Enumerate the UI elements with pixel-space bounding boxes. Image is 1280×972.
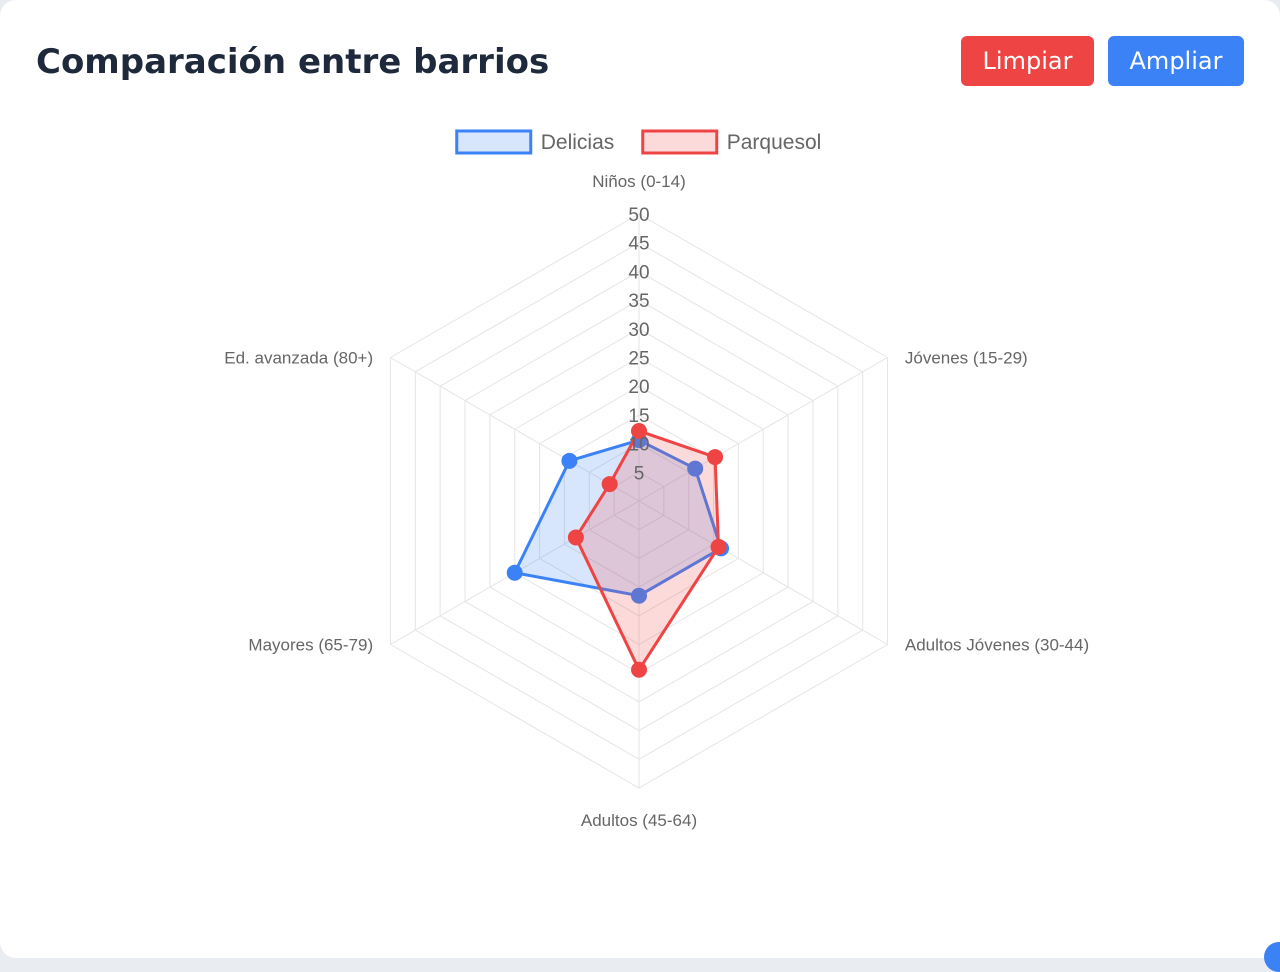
tick-label: 30 (628, 320, 649, 341)
data-point[interactable] (567, 529, 584, 546)
data-point[interactable] (687, 460, 704, 477)
tick-label: 20 (628, 377, 649, 398)
legend-item-1[interactable]: Delicias (455, 129, 615, 155)
data-point[interactable] (506, 564, 523, 581)
clear-button[interactable]: Limpiar (961, 36, 1094, 86)
legend-label: Delicias (541, 131, 615, 154)
grid-spoke (638, 500, 888, 645)
data-point[interactable] (710, 538, 727, 555)
tick-label: 10 (628, 435, 649, 456)
axis-label: Adultos Jóvenes (30-44) (905, 636, 1089, 655)
radar-series[interactable] (506, 422, 730, 678)
tick-label: 35 (628, 291, 649, 312)
data-point[interactable] (631, 661, 647, 678)
series-2[interactable] (567, 422, 727, 678)
chart-legend[interactable]: Delicias Parquesol (455, 129, 822, 155)
axis-label: Niños (0-14) (592, 172, 686, 191)
grid-spoke (638, 357, 888, 502)
tick-label: 25 (628, 349, 649, 370)
expand-button[interactable]: Ampliar (1108, 36, 1244, 86)
data-point[interactable] (601, 476, 618, 493)
axis-labels: Niños (0-14) Jóvenes (15-29) Adultos Jóven… (224, 172, 1089, 830)
data-point[interactable] (631, 587, 647, 604)
legend-swatch (455, 129, 533, 155)
data-point[interactable] (707, 449, 724, 466)
axis-label: Ed. avanzada (80+) (224, 349, 373, 368)
page-title: Comparación entre barrios (36, 42, 550, 82)
data-point[interactable] (631, 422, 647, 439)
tick-label: 40 (628, 262, 649, 283)
legend-swatch (641, 129, 719, 155)
data-point[interactable] (561, 452, 578, 469)
radar-grid (389, 213, 889, 789)
radial-ticks: 5 10 15 20 25 30 35 40 45 50 (628, 205, 649, 484)
tick-label: 5 (634, 463, 645, 484)
axis-label: Jóvenes (15-29) (905, 349, 1028, 368)
legend-label: Parquesol (727, 131, 822, 154)
axis-label: Adultos (45-64) (581, 811, 697, 830)
axis-label: Mayores (65-79) (248, 636, 373, 655)
tick-label: 45 (628, 234, 649, 255)
tick-label: 15 (628, 406, 649, 427)
legend-item-2[interactable]: Parquesol (641, 129, 822, 155)
grid-spoke (390, 357, 640, 502)
tick-label: 50 (628, 205, 649, 226)
